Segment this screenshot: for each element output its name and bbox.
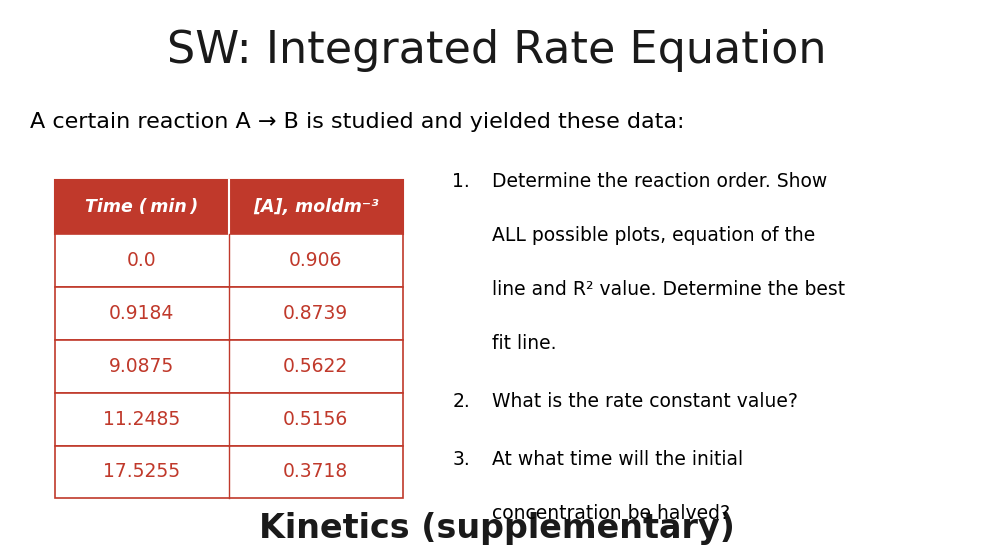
Text: line and R² value. Determine the best: line and R² value. Determine the best (492, 280, 845, 299)
Text: ALL possible plots, equation of the: ALL possible plots, equation of the (492, 226, 815, 245)
Text: 0.9184: 0.9184 (109, 304, 174, 323)
Text: 0.5156: 0.5156 (283, 410, 348, 429)
Text: 0.906: 0.906 (289, 251, 342, 270)
Text: 0.5622: 0.5622 (283, 357, 348, 376)
Text: 0.0: 0.0 (127, 251, 156, 270)
Bar (55, 340, 403, 393)
Text: At what time will the initial: At what time will the initial (492, 450, 744, 469)
Text: A certain reaction A → B is studied and yielded these data:: A certain reaction A → B is studied and … (30, 112, 684, 132)
Text: 11.2485: 11.2485 (103, 410, 180, 429)
Text: Time ( min ): Time ( min ) (85, 198, 198, 216)
Text: Determine the reaction order. Show: Determine the reaction order. Show (492, 172, 827, 191)
Bar (55, 393, 403, 445)
Text: SW: Integrated Rate Equation: SW: Integrated Rate Equation (167, 28, 827, 72)
Text: 1.: 1. (452, 172, 470, 191)
Bar (55, 180, 403, 234)
Text: [A], moldm⁻³: [A], moldm⁻³ (252, 198, 379, 216)
Text: 17.5255: 17.5255 (103, 463, 180, 481)
Text: 2.: 2. (452, 393, 470, 411)
Text: fit line.: fit line. (492, 334, 557, 353)
Text: 9.0875: 9.0875 (109, 357, 174, 376)
Text: concentration be halved?: concentration be halved? (492, 504, 730, 523)
Bar (55, 234, 403, 287)
Text: 0.3718: 0.3718 (283, 463, 348, 481)
Text: 3.: 3. (452, 450, 470, 469)
Text: Kinetics (supplementary): Kinetics (supplementary) (259, 512, 735, 545)
Text: What is the rate constant value?: What is the rate constant value? (492, 393, 798, 411)
Bar (55, 445, 403, 498)
Text: 0.8739: 0.8739 (283, 304, 348, 323)
Bar (55, 287, 403, 340)
